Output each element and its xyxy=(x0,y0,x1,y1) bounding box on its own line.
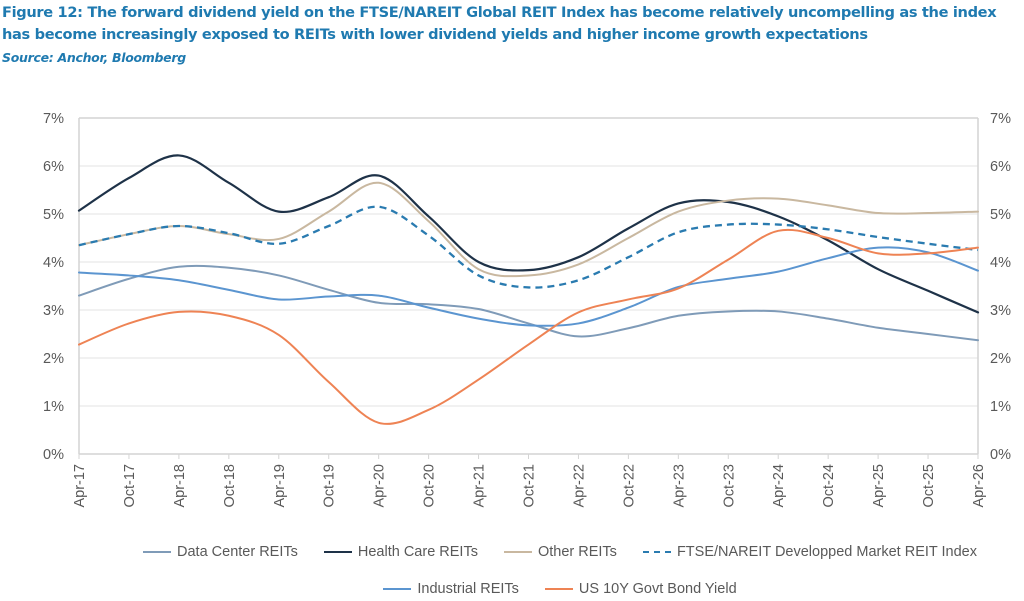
x-tick-label: Apr-26 xyxy=(971,464,987,508)
y-tick-label-left: 2% xyxy=(43,351,64,367)
series-line-health-care-reits xyxy=(77,154,980,314)
legend-swatch-ftse-index xyxy=(642,551,671,553)
legend-item-ftse-index[interactable]: FTSE/NAREIT Developped Market REIT Index xyxy=(642,544,977,560)
x-tick-label: Apr-25 xyxy=(871,464,887,508)
x-axis: Apr-17 Oct-17 Apr-18 Oct-18 Apr-19 Oct-19 Apr-… xyxy=(72,454,987,508)
y-tick-label-right: 3% xyxy=(990,303,1011,319)
figure-title: Figure 12: The forward dividend yield on… xyxy=(2,4,997,43)
x-tick-label: Apr-24 xyxy=(771,464,787,508)
series-line-ftse-nareit-developped-market-reit-index xyxy=(78,205,979,289)
legend-item-industrial[interactable]: Industrial REITs xyxy=(383,581,519,597)
x-tick-label: Oct-17 xyxy=(122,464,138,508)
x-tick-label: Oct-24 xyxy=(821,464,837,508)
series-line-other-reits xyxy=(78,181,979,278)
legend-label: FTSE/NAREIT Developped Market REIT Index xyxy=(676,544,977,560)
y-tick-label-right: 4% xyxy=(990,255,1011,271)
figure-source: Source: Anchor, Bloomberg xyxy=(2,50,186,65)
x-tick-label: Oct-21 xyxy=(522,464,538,508)
y-tick-label-left: 1% xyxy=(43,399,64,415)
series-line-us-10y-govt-bond-yield xyxy=(78,228,979,425)
y-tick-label-left: 5% xyxy=(43,207,64,223)
legend-swatch-other xyxy=(503,551,532,553)
x-tick-label: Apr-22 xyxy=(571,464,587,508)
legend-item-data-center[interactable]: Data Center REITs xyxy=(143,544,298,560)
y-axis-left: 0% 1% 2% 3% 4% 5% 6% 7% xyxy=(43,111,64,463)
x-tick-label: Apr-17 xyxy=(72,464,88,508)
legend-item-health-care[interactable]: Health Care REITs xyxy=(323,544,478,560)
y-tick-label-left: 7% xyxy=(43,111,64,127)
legend-swatch-health-care xyxy=(323,551,352,553)
x-tick-label: Apr-21 xyxy=(472,464,488,508)
legend-label: Industrial REITs xyxy=(417,581,519,597)
legend-label: Other REITs xyxy=(537,544,617,560)
series-line-industrial-reits xyxy=(78,246,979,327)
y-tick-label-right: 0% xyxy=(990,447,1011,463)
y-tick-label-right: 5% xyxy=(990,207,1011,223)
x-tick-label: Oct-20 xyxy=(422,464,438,508)
legend-swatch-data-center xyxy=(143,551,171,553)
y-tick-label-right: 7% xyxy=(990,111,1011,127)
y-tick-label-left: 3% xyxy=(43,303,64,319)
y-tick-label-right: 6% xyxy=(990,159,1011,175)
legend-label: Health Care REITs xyxy=(357,544,478,560)
series-lines xyxy=(77,154,980,425)
legend-item-us10y[interactable]: US 10Y Govt Bond Yield xyxy=(544,581,737,597)
y-tick-label-left: 4% xyxy=(43,255,64,271)
legend-swatch-industrial xyxy=(383,588,412,590)
x-tick-label: Apr-23 xyxy=(671,464,687,508)
y-tick-label-left: 0% xyxy=(43,447,64,463)
legend-swatch-us10y xyxy=(544,588,573,590)
legend-label: US 10Y Govt Bond Yield xyxy=(578,581,737,597)
legend-item-other[interactable]: Other REITs xyxy=(503,544,617,560)
x-tick-label: Apr-19 xyxy=(272,464,288,508)
y-axis-right: 0% 1% 2% 3% 4% 5% 6% 7% xyxy=(990,111,1011,463)
x-tick-label: Oct-23 xyxy=(721,464,737,508)
y-tick-label-left: 6% xyxy=(43,159,64,175)
legend-row-2: Industrial REITs US 10Y Govt Bond Yield xyxy=(48,581,1024,597)
series-line-data-center-reits xyxy=(78,264,979,342)
legend-label: Data Center REITs xyxy=(177,544,298,560)
x-tick-label: Oct-25 xyxy=(921,464,937,508)
x-tick-label: Oct-22 xyxy=(621,464,637,508)
y-tick-label-right: 1% xyxy=(990,399,1011,415)
y-tick-label-right: 2% xyxy=(990,351,1011,367)
x-tick-label: Apr-20 xyxy=(372,464,388,508)
x-tick-label: Apr-18 xyxy=(172,464,188,508)
x-tick-label: Oct-19 xyxy=(322,464,338,508)
legend-row-1: Data Center REITs Health Care REITs Othe… xyxy=(48,544,1024,560)
x-tick-label: Oct-18 xyxy=(222,464,238,508)
